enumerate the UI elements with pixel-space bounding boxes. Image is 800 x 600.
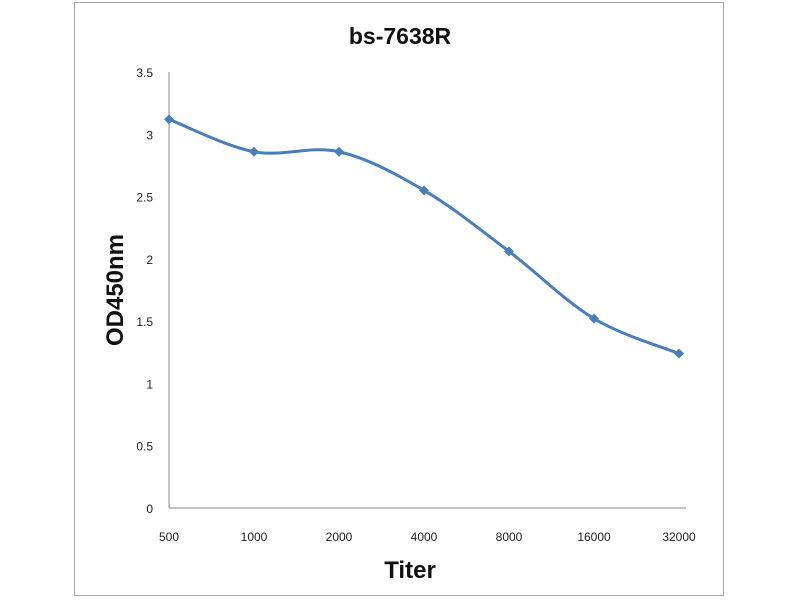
y-tick-label: 3.5 xyxy=(136,66,153,80)
y-tick-label: 0 xyxy=(146,502,153,516)
x-axis-label: Titer xyxy=(384,557,436,584)
y-axis-label: OD450nm xyxy=(102,234,129,346)
data-point-marker xyxy=(589,313,599,324)
chart-frame xyxy=(74,2,724,596)
data-point-marker xyxy=(674,348,684,359)
chart-title: bs-7638R xyxy=(349,23,452,49)
y-tick-label: 3 xyxy=(146,128,153,142)
x-tick-label: 4000 xyxy=(411,530,438,544)
x-tick-label: 32000 xyxy=(662,530,696,544)
y-tick-label: 0.5 xyxy=(136,440,153,454)
series-line xyxy=(168,117,680,355)
y-tick-label: 2 xyxy=(146,253,153,267)
data-point-marker xyxy=(334,146,344,157)
x-tick-label: 8000 xyxy=(496,530,523,544)
y-tick-label: 2.5 xyxy=(136,191,153,205)
data-point-marker xyxy=(419,185,429,196)
x-tick-label: 2000 xyxy=(326,530,353,544)
data-point-marker xyxy=(164,114,174,125)
data-point-marker xyxy=(504,246,514,257)
x-tick-label: 1000 xyxy=(241,530,268,544)
y-tick-label: 1.5 xyxy=(136,315,153,329)
x-tick-label: 500 xyxy=(159,530,179,544)
data-point-marker xyxy=(249,146,259,157)
x-tick-label: 16000 xyxy=(577,530,611,544)
y-tick-label: 1 xyxy=(146,377,153,391)
